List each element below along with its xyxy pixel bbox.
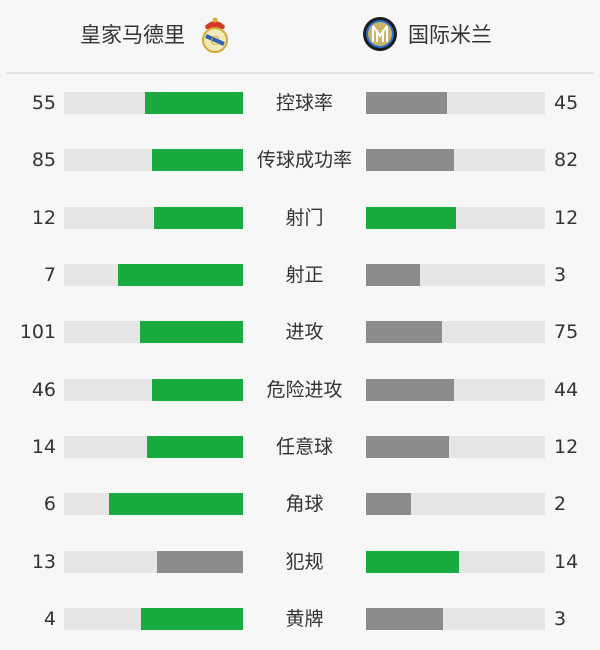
away-bar-track — [366, 206, 545, 229]
away-team-name: 国际米兰 — [408, 23, 492, 47]
home-value: 13 — [31, 550, 56, 573]
home-value: 4 — [43, 607, 56, 630]
home-bar-track — [64, 550, 243, 573]
home-bar-track — [64, 92, 243, 114]
home-value: 55 — [31, 92, 56, 114]
home-bar-fill — [156, 550, 243, 573]
stat-row: 85 传球成功率 82 — [0, 148, 600, 172]
stat-label: 任意球 — [275, 435, 333, 458]
inter-milan-crest-icon — [363, 17, 397, 51]
away-bar-track — [366, 149, 545, 172]
home-bar-fill — [140, 607, 243, 630]
away-bar-track — [366, 435, 545, 458]
stat-row: 7 射正 3 — [0, 263, 600, 287]
away-bar-track — [366, 92, 545, 114]
away-bar-fill — [366, 263, 420, 286]
away-value: 12 — [554, 435, 579, 458]
away-value: 12 — [554, 206, 579, 229]
stat-label: 射正 — [285, 263, 324, 286]
header-divider — [7, 72, 593, 74]
home-value: 46 — [31, 378, 56, 401]
away-bar-fill — [366, 206, 456, 229]
away-bar-track — [366, 321, 545, 344]
away-bar-fill — [366, 607, 443, 630]
away-value: 14 — [554, 550, 579, 573]
svg-text:C: C — [210, 34, 219, 48]
away-bar-fill — [366, 321, 443, 344]
home-bar-fill — [153, 206, 243, 229]
away-team[interactable]: 国际米兰 — [362, 16, 492, 52]
stat-label: 犯规 — [285, 550, 324, 573]
home-bar-track — [64, 263, 243, 286]
home-bar-track — [64, 607, 243, 630]
away-bar-track — [366, 550, 545, 573]
stat-row: 55 控球率 45 — [0, 91, 600, 115]
away-bar-track — [366, 263, 545, 286]
away-value: 2 — [554, 493, 567, 516]
home-bar-fill — [108, 493, 243, 516]
home-bar-fill — [146, 435, 243, 458]
home-value: 12 — [31, 206, 56, 229]
away-value: 3 — [554, 607, 567, 630]
home-value: 101 — [19, 321, 56, 344]
stat-row: 6 角球 2 — [0, 492, 600, 516]
stat-row: 13 犯规 14 — [0, 550, 600, 574]
home-bar-track — [64, 493, 243, 516]
stat-row: 46 危险进攻 44 — [0, 378, 600, 402]
stat-label: 射门 — [285, 206, 324, 229]
away-bar-track — [366, 607, 545, 630]
home-bar-fill — [151, 378, 243, 401]
away-value: 3 — [554, 263, 567, 286]
home-value: 85 — [31, 149, 56, 172]
home-bar-track — [64, 435, 243, 458]
stat-row: 14 任意球 12 — [0, 435, 600, 459]
home-team-name: 皇家马德里 — [80, 23, 185, 47]
home-bar-track — [64, 206, 243, 229]
away-value: 82 — [554, 149, 579, 172]
real-madrid-crest-icon: C — [202, 17, 228, 53]
stat-label: 控球率 — [275, 92, 333, 114]
away-bar-track — [366, 378, 545, 401]
stat-label: 传球成功率 — [256, 149, 352, 172]
home-bar-track — [64, 149, 243, 172]
home-bar-track — [64, 378, 243, 401]
home-bar-fill — [140, 321, 243, 344]
stat-label: 角球 — [285, 493, 324, 516]
home-value: 6 — [43, 493, 56, 516]
away-bar-fill — [366, 92, 447, 114]
home-value: 14 — [31, 435, 56, 458]
stat-label: 进攻 — [285, 321, 324, 344]
home-bar-fill — [117, 263, 243, 286]
away-bar-fill — [366, 435, 449, 458]
away-bar-track — [366, 493, 545, 516]
away-bar-fill — [366, 378, 454, 401]
away-bar-fill — [366, 550, 459, 573]
stat-row: 4 黄牌 3 — [0, 607, 600, 631]
home-bar-fill — [144, 92, 243, 114]
stat-row: 12 射门 12 — [0, 206, 600, 230]
home-team[interactable]: 皇家马德里 C — [80, 16, 233, 53]
home-bar-track — [64, 321, 243, 344]
home-value: 7 — [43, 263, 56, 286]
away-bar-fill — [366, 493, 411, 516]
home-bar-fill — [151, 149, 243, 172]
away-value: 45 — [554, 92, 579, 114]
stat-row: 101 进攻 75 — [0, 320, 600, 344]
away-bar-fill — [366, 149, 454, 172]
stat-label: 危险进攻 — [266, 378, 343, 401]
away-value: 44 — [554, 378, 579, 401]
stat-label: 黄牌 — [285, 607, 324, 630]
away-value: 75 — [554, 321, 579, 344]
